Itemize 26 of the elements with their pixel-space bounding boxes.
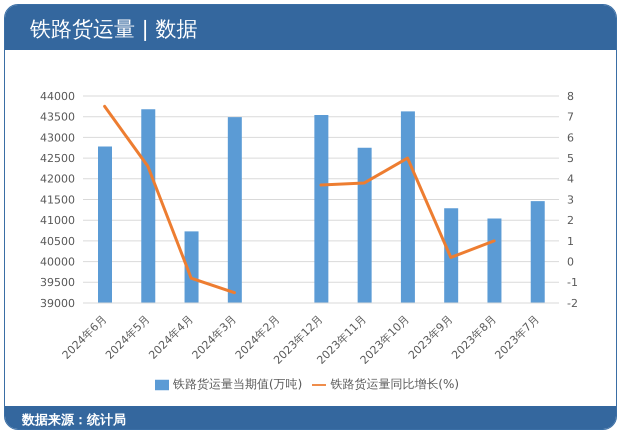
y2-tick-label: 1 xyxy=(567,234,574,248)
y-tick-label: 39000 xyxy=(40,296,75,310)
y-tick-label: 41500 xyxy=(40,193,75,206)
y-tick-label: 40500 xyxy=(40,234,75,248)
y2-tick-label: 3 xyxy=(567,193,574,206)
chart-title: 铁路货运量 | 数据 xyxy=(30,16,198,42)
source-note: 数据来源：统计局 xyxy=(22,412,126,430)
y2-tick-label: 0 xyxy=(567,256,574,269)
y-tick-label: 43000 xyxy=(40,131,75,144)
legend-label: 铁路货运量同比增长(%) xyxy=(330,377,460,391)
y2-tick-label: 2 xyxy=(567,214,574,228)
y-tick-label: 41000 xyxy=(40,214,75,228)
y2-tick-label: 6 xyxy=(567,131,574,144)
y-tick-label: 44000 xyxy=(40,90,75,103)
y-tick-label: 40000 xyxy=(40,256,75,269)
y2-tick-label: 5 xyxy=(567,152,574,166)
y2-tick-label: -2 xyxy=(567,296,578,310)
y2-tick-label: 4 xyxy=(567,172,574,186)
y2-tick-label: -1 xyxy=(567,276,578,290)
y-tick-label: 39500 xyxy=(40,276,75,290)
y-tick-label: 42000 xyxy=(40,172,75,186)
y2-tick-label: 7 xyxy=(567,110,574,124)
y2-tick-label: 8 xyxy=(567,90,574,103)
y-tick-label: 42500 xyxy=(40,152,75,166)
legend-label: 铁路货运量当期值(万吨) xyxy=(172,377,302,391)
y-tick-label: 43500 xyxy=(40,110,75,124)
